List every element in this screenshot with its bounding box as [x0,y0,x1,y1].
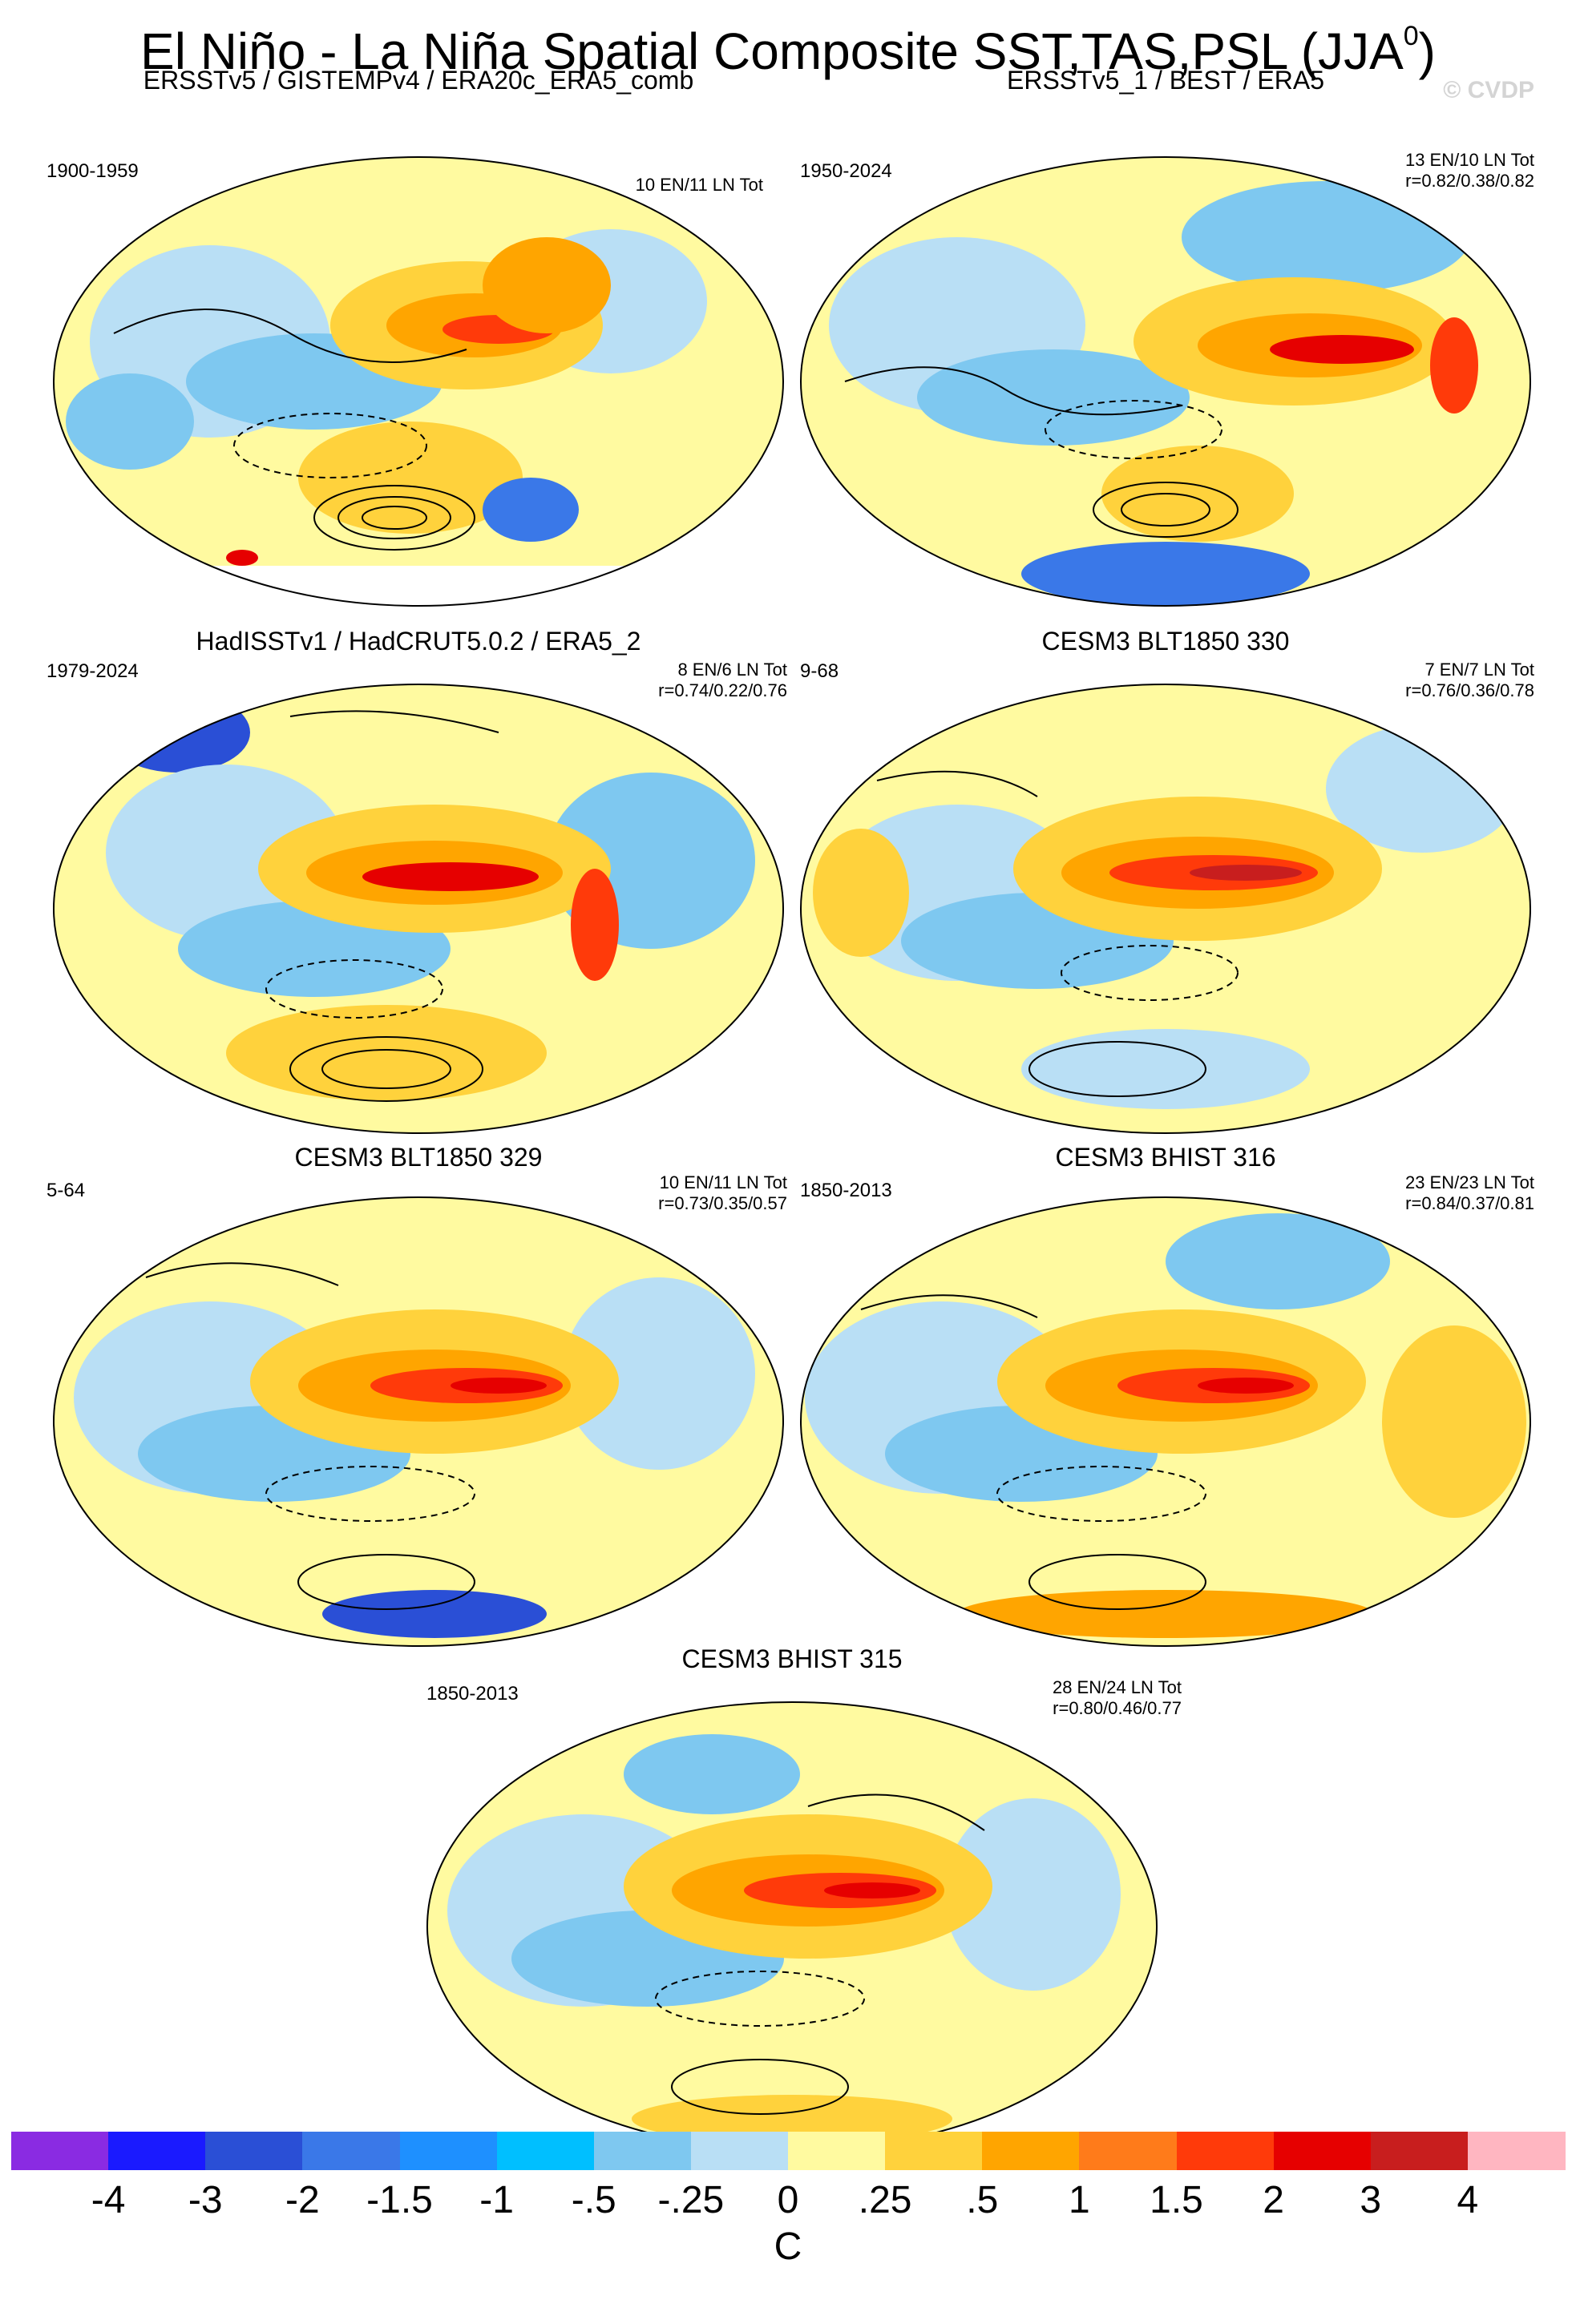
panel-years: 9-68 [800,660,839,682]
title-text: El Niño - La Niña Spatial Composite SST,… [140,22,1404,80]
panel-title: CESM3 BHIST 316 [1055,1143,1276,1172]
colorbar-tick-label: -3 [188,2179,223,2221]
panel-events: 13 EN/10 LN Tot [1404,150,1534,170]
panel-years: 1850-2013 [800,1180,892,1201]
panel-years: 1950-2024 [800,160,892,182]
colorbar-segment [982,2132,1081,2170]
world-map [800,684,1531,1134]
colorbar-segment [885,2132,984,2170]
colorbar-tick-label: 1 [1069,2179,1090,2221]
panel-correlation: r=0.80/0.46/0.77 [1053,1698,1182,1718]
map-panel-cesm3-bhist-316: CESM3 BHIST 316 1850-2013 23 EN/23 LN To… [797,1141,1534,1662]
colorbar-tick-label: -.25 [657,2179,725,2221]
panel-correlation: r=0.74/0.22/0.76 [658,680,787,700]
colorbar-tick-label: 1.5 [1150,2179,1203,2221]
colorbar-units: C [774,2225,802,2268]
colorbar-segment [399,2132,498,2170]
title-close: ) [1418,22,1436,80]
colorbar-tick-label: 2 [1263,2179,1284,2221]
panel-title: CESM3 BLT1850 330 [1041,627,1290,656]
panel-years: 5-64 [46,1180,86,1201]
colorbar-tick-label: .25 [858,2179,912,2221]
colorbar-tick-label: -1 [479,2179,514,2221]
panel-title: ERSSTv5_1 / BEST / ERA5 [1006,66,1324,95]
panel-correlation: r=0.84/0.37/0.81 [1405,1193,1534,1213]
panel-years: 1900-1959 [46,160,139,182]
panel-years: 1850-2013 [426,1683,519,1705]
panel-title: CESM3 BHIST 315 [681,1644,903,1673]
map-panel-cesm3-bhist-315: CESM3 BHIST 315 1850-2013 28 EN/24 LN To… [423,1644,1182,2167]
colorbar-segment [593,2132,692,2170]
colorbar-tick-label: -.5 [571,2179,616,2221]
page-title: El Niño - La Niña Spatial Composite SST,… [0,22,1576,77]
world-map [800,156,1531,607]
colorbar-segment [788,2132,886,2170]
colorbar-segment [690,2132,789,2170]
map-panel-hadisst: HadISSTv1 / HadCRUT5.0.2 / ERA5_2 1979-2… [46,627,787,1149]
watermark: © CVDP [1443,77,1534,103]
panel-events: 10 EN/11 LN Tot [659,1172,787,1192]
colorbar-tick-label: 0 [777,2179,799,2221]
colorbar-tick-label: 3 [1360,2179,1382,2221]
colorbar-segment [1467,2132,1566,2170]
colorbar-tick-label: .5 [966,2179,999,2221]
colorbar-segment [1176,2132,1275,2170]
panel-events: 23 EN/23 LN Tot [1404,1172,1534,1192]
map-panel-cesm3-blt1850-329: CESM3 BLT1850 329 5-64 10 EN/11 LN Tot r… [46,1141,787,1662]
colorbar-segment [205,2132,304,2170]
colorbar-segment [1370,2132,1469,2170]
panel-correlation: r=0.76/0.36/0.78 [1405,680,1534,700]
panel-correlation: r=0.73/0.35/0.57 [658,1193,787,1213]
map-panel-ersstv5-1: ERSSTv5_1 / BEST / ERA5 1950-2024 13 EN/… [797,66,1534,607]
map-panel-ersstv5: ERSSTv5 / GISTEMPv4 / ERA20c_ERA5_comb 1… [46,66,787,607]
title-superscript: 0 [1403,21,1419,51]
panel-correlation: r=0.82/0.38/0.82 [1405,171,1534,191]
colorbar-segment [11,2132,109,2170]
panel-events: 7 EN/7 LN Tot [1424,660,1534,680]
colorbar-tick-label: -4 [91,2179,126,2221]
colorbar-segment [496,2132,595,2170]
colorbar-tick-label: -1.5 [366,2179,433,2221]
world-map [53,684,784,1134]
panel-title: CESM3 BLT1850 329 [294,1143,543,1172]
colorbar-segment [1079,2132,1178,2170]
world-map [53,156,784,607]
colorbar-segment [302,2132,401,2170]
panel-title: HadISSTv1 / HadCRUT5.0.2 / ERA5_2 [196,627,641,656]
world-map [800,1196,1531,1647]
colorbar-segment [108,2132,207,2170]
panel-title: ERSSTv5 / GISTEMPv4 / ERA20c_ERA5_comb [143,66,694,95]
map-panel-cesm3-blt1850-330: CESM3 BLT1850 330 9-68 7 EN/7 LN Tot r=0… [797,628,1534,1149]
colorbar [11,2132,1566,2170]
colorbar-segment [1273,2132,1372,2170]
world-map [53,1196,784,1647]
panel-events: 28 EN/24 LN Tot [1052,1677,1182,1697]
panel-events: 8 EN/6 LN Tot [677,660,787,680]
colorbar-tick-label: -2 [285,2179,320,2221]
world-map [426,1701,1158,2152]
panel-events: 10 EN/11 LN Tot [635,175,763,195]
panel-years: 1979-2024 [46,660,139,682]
colorbar-tick-label: 4 [1457,2179,1479,2221]
